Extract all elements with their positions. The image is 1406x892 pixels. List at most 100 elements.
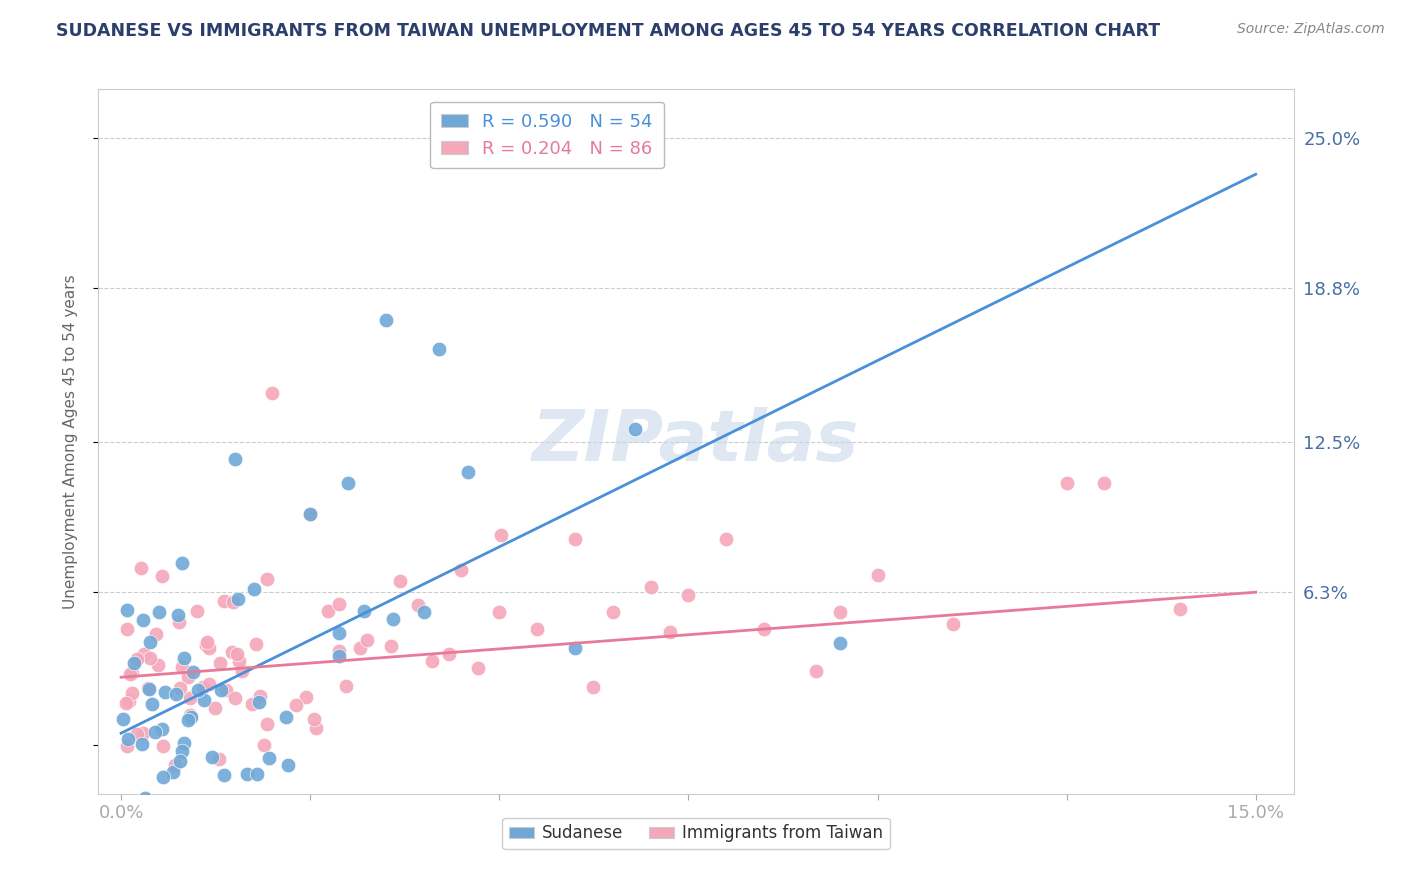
Point bbox=[120, 667, 142, 681]
Point bbox=[236, 767, 259, 781]
Point bbox=[226, 591, 249, 606]
Point bbox=[489, 528, 512, 542]
Point bbox=[170, 556, 193, 570]
Point bbox=[145, 626, 167, 640]
Point bbox=[117, 833, 139, 847]
Point bbox=[122, 656, 145, 670]
Text: SUDANESE VS IMMIGRANTS FROM TAIWAN UNEMPLOYMENT AMONG AGES 45 TO 54 YEARS CORREL: SUDANESE VS IMMIGRANTS FROM TAIWAN UNEMP… bbox=[56, 22, 1160, 40]
Point bbox=[337, 475, 360, 490]
Point bbox=[243, 582, 266, 596]
Point bbox=[139, 650, 162, 665]
Point bbox=[138, 682, 160, 697]
Point bbox=[148, 657, 170, 672]
Point bbox=[299, 508, 322, 522]
Point bbox=[1094, 475, 1116, 490]
Point bbox=[420, 654, 443, 668]
Point bbox=[678, 588, 700, 602]
Point bbox=[141, 697, 163, 711]
Point bbox=[439, 647, 461, 661]
Point bbox=[195, 635, 218, 649]
Point bbox=[132, 647, 155, 661]
Point bbox=[328, 648, 350, 663]
Point bbox=[129, 561, 152, 575]
Point bbox=[153, 684, 176, 698]
Point bbox=[208, 752, 231, 766]
Point bbox=[179, 690, 201, 705]
Text: Source: ZipAtlas.com: Source: ZipAtlas.com bbox=[1237, 22, 1385, 37]
Point bbox=[172, 744, 194, 758]
Point bbox=[132, 726, 155, 740]
Point bbox=[276, 709, 298, 723]
Point bbox=[226, 647, 249, 661]
Point bbox=[257, 751, 280, 765]
Y-axis label: Unemployment Among Ages 45 to 54 years: Unemployment Among Ages 45 to 54 years bbox=[63, 274, 77, 609]
Point bbox=[564, 532, 586, 546]
Point bbox=[328, 644, 350, 658]
Point bbox=[658, 625, 681, 640]
Point bbox=[526, 622, 548, 636]
Point bbox=[139, 635, 162, 649]
Point bbox=[193, 693, 215, 707]
Point bbox=[427, 342, 450, 356]
Point bbox=[204, 700, 226, 714]
Point bbox=[136, 681, 159, 695]
Point bbox=[582, 680, 605, 694]
Point bbox=[177, 714, 200, 728]
Point bbox=[211, 683, 233, 698]
Point bbox=[942, 616, 965, 631]
Point bbox=[247, 695, 270, 709]
Point bbox=[148, 605, 170, 619]
Point bbox=[305, 721, 328, 735]
Point bbox=[165, 757, 187, 772]
Point bbox=[115, 739, 138, 754]
Point bbox=[412, 605, 434, 619]
Point bbox=[181, 665, 204, 679]
Point bbox=[246, 767, 269, 781]
Point bbox=[716, 532, 738, 546]
Point bbox=[457, 465, 479, 479]
Point bbox=[1056, 475, 1078, 490]
Point bbox=[406, 598, 429, 612]
Point bbox=[285, 698, 308, 713]
Point bbox=[131, 737, 153, 751]
Point bbox=[187, 683, 209, 698]
Point bbox=[828, 636, 851, 650]
Point bbox=[256, 717, 278, 731]
Point bbox=[162, 765, 184, 780]
Point bbox=[335, 679, 357, 693]
Point bbox=[125, 652, 148, 666]
Point bbox=[1168, 601, 1191, 615]
Point bbox=[198, 641, 221, 656]
Point bbox=[256, 572, 278, 586]
Point bbox=[224, 451, 246, 466]
Point bbox=[328, 597, 350, 611]
Point bbox=[150, 568, 173, 582]
Point bbox=[249, 690, 271, 704]
Point bbox=[170, 660, 193, 674]
Point bbox=[240, 697, 263, 711]
Point bbox=[356, 632, 378, 647]
Point bbox=[302, 713, 325, 727]
Point bbox=[752, 622, 775, 636]
Point bbox=[212, 594, 235, 608]
Point bbox=[179, 707, 201, 722]
Point bbox=[488, 605, 510, 619]
Point bbox=[177, 670, 200, 684]
Point bbox=[214, 768, 236, 782]
Point bbox=[467, 661, 489, 675]
Point bbox=[201, 750, 224, 764]
Point bbox=[121, 686, 143, 700]
Point bbox=[198, 677, 221, 691]
Point bbox=[186, 604, 208, 618]
Point bbox=[245, 637, 267, 651]
Point bbox=[450, 563, 472, 577]
Point bbox=[224, 691, 246, 706]
Point bbox=[640, 580, 662, 594]
Point bbox=[208, 656, 231, 670]
Point bbox=[132, 614, 155, 628]
Point bbox=[222, 595, 245, 609]
Point bbox=[167, 607, 190, 622]
Point bbox=[143, 724, 166, 739]
Point bbox=[316, 604, 339, 618]
Point bbox=[349, 641, 371, 656]
